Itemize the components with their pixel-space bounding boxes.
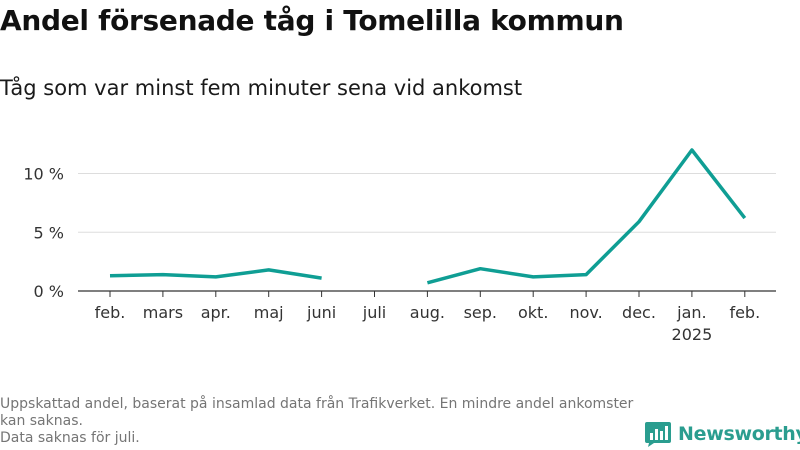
gridlines <box>78 173 776 292</box>
series-line-segment <box>426 148 747 285</box>
x-tick-label: jan. <box>676 303 706 322</box>
x-tick-label: maj <box>254 303 284 322</box>
bar-chart-bubble-icon <box>645 422 671 447</box>
footnote-line-2: Data saknas för juli. <box>0 430 140 446</box>
x-tick-label: mars <box>143 303 183 322</box>
series-line-segment <box>109 268 322 280</box>
x-tick-label: apr. <box>201 303 231 322</box>
x-tick-label: sep. <box>464 303 497 322</box>
footnote: Uppskattad andel, baserat på insamlad da… <box>0 396 640 447</box>
line-chart: 0 % 5 % 10 % feb. mars apr. maj juni juli aug. se… <box>23 148 776 344</box>
series-layer <box>109 148 747 285</box>
x-tick-label: juni <box>306 303 336 322</box>
footnote-line-1: Uppskattad andel, baserat på insamlad da… <box>0 396 634 429</box>
x-tick-label: feb. <box>95 303 126 322</box>
chart-title: Andel försenade tåg i Tomelilla kommun <box>0 4 624 37</box>
y-tick-label: 10 % <box>23 165 64 184</box>
brand-logo: Newsworthy <box>644 420 800 448</box>
y-axis-ticks: 0 % 5 % 10 % <box>23 165 64 302</box>
chart-subtitle: Tåg som var minst fem minuter sena vid a… <box>0 76 523 100</box>
y-tick-label: 5 % <box>34 223 64 242</box>
x-axis-ticks: feb. mars apr. maj juni juli aug. sep. okt. nov. d… <box>95 291 760 344</box>
x-tick-sublabel: 2025 <box>672 325 713 344</box>
x-tick-label: okt. <box>518 303 548 322</box>
brand-name: Newsworthy <box>678 423 800 445</box>
x-tick-label: aug. <box>410 303 445 322</box>
x-tick-label: dec. <box>622 303 656 322</box>
x-tick-label: nov. <box>569 303 602 322</box>
x-tick-label: juli <box>362 303 386 322</box>
y-tick-label: 0 % <box>34 282 64 301</box>
x-tick-label: feb. <box>729 303 760 322</box>
